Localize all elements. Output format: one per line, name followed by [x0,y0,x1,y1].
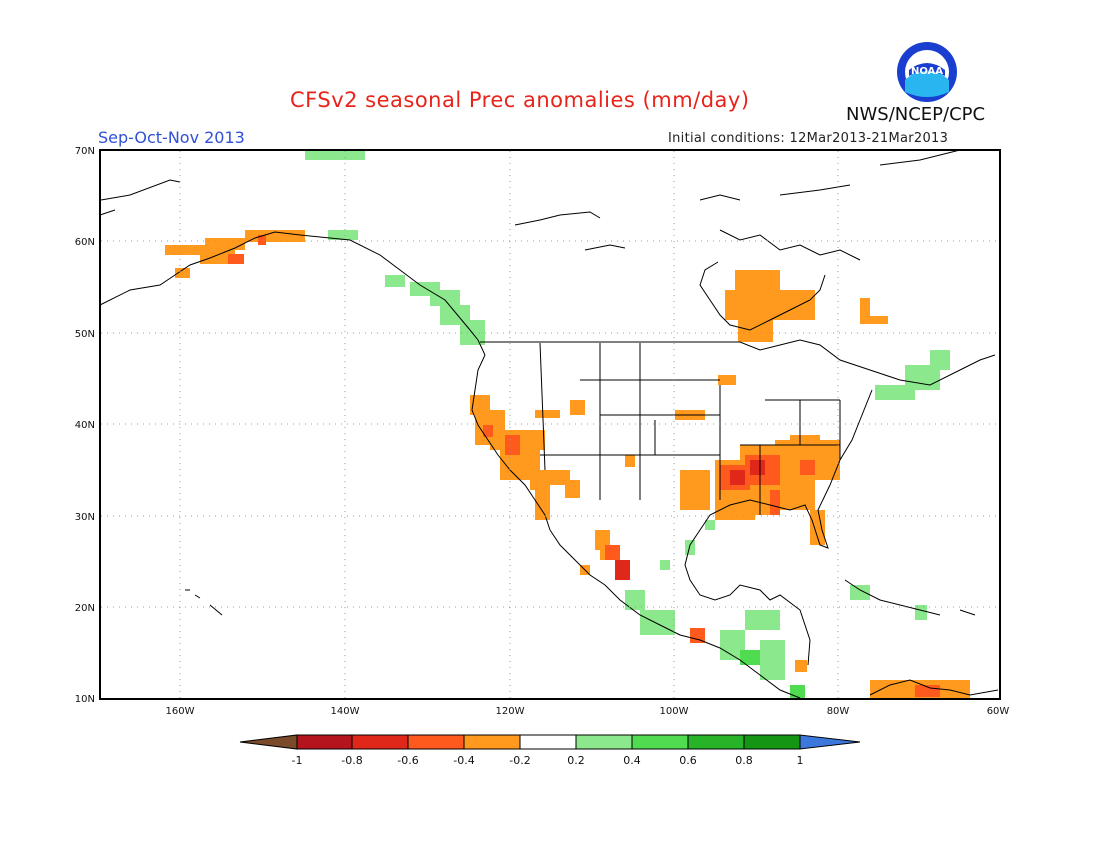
colorbar-tick: -1 [292,754,303,767]
coastlines [99,149,999,699]
colorbar-swatch-right-arrow [799,734,861,750]
map-title: CFSv2 seasonal Prec anomalies (mm/day) [290,88,750,112]
anomaly-cell [615,560,630,580]
anomaly-cell [605,545,620,560]
lon-label: 160W [166,706,195,717]
gridlines [101,151,999,698]
anomaly-cell [200,250,235,264]
colorbar-swatch [407,734,465,750]
anomaly-cell [860,298,870,316]
map-frame [99,149,1001,700]
anomaly-cell [175,268,190,278]
colorbar-tick: 0.8 [735,754,753,767]
anomaly-cell [565,480,580,498]
anomaly-cell [505,435,520,455]
colorbar-swatch [519,734,577,750]
anomaly-cell [625,455,635,467]
anomaly-cell [430,290,460,306]
anomaly-cell [930,350,950,370]
colorbar-swatch [631,734,689,750]
latitude-labels: 70N 60N 50N 40N 30N 20N 10N [75,146,95,705]
colorbar-swatch [687,734,745,750]
anomaly-cells [165,150,970,700]
colorbar-tick: 0.2 [567,754,585,767]
colorbar-tick: 1 [797,754,804,767]
lat-label: 40N [75,420,95,431]
anomaly-cell [705,520,715,530]
anomaly-cell [718,375,736,385]
anomaly-cell [915,605,927,620]
anomaly-cell [750,460,765,475]
anomaly-cell [850,585,870,600]
lat-label: 10N [75,694,95,705]
anomaly-cell [800,460,815,475]
anomaly-cell [690,628,705,643]
anomaly-cell [740,650,760,665]
anomaly-cell [760,640,785,680]
anomaly-cell [228,254,244,264]
anomaly-cell [205,238,245,250]
lat-label: 60N [75,237,95,248]
anomaly-cell [258,235,266,245]
anomaly-cell [738,320,773,342]
colorbar-swatch-left-arrow [239,734,298,750]
colorbar-tick: -0.2 [509,754,530,767]
anomaly-cell [305,150,365,160]
colorbar-swatch [296,734,353,750]
anomaly-cell [640,610,675,635]
lat-label: 30N [75,512,95,523]
anomaly-cell [570,400,585,415]
anomaly-cell [625,590,645,610]
lon-label: 140W [331,706,360,717]
colorbar-swatch [463,734,521,750]
anomaly-cell [660,560,670,570]
anomaly-cell [535,490,550,520]
colorbar-tick: -0.4 [453,754,474,767]
colorbar-tick: 0.4 [623,754,641,767]
anomaly-cell [680,470,710,510]
anomaly-cell [385,275,405,287]
anomaly-cell [775,480,815,510]
colorbar-swatch [351,734,409,750]
anomaly-cell [735,270,780,290]
anomaly-cell [685,540,695,555]
colorbar-tick: -0.8 [341,754,362,767]
anomaly-cell [725,290,815,320]
lon-label: 120W [496,706,525,717]
anomaly-cell [790,685,805,700]
anomaly-cell [483,425,493,437]
colorbar: -1 -0.8 -0.6 -0.4 -0.2 0.2 0.4 0.6 0.8 1 [239,734,861,767]
colorbar-swatch [743,734,801,750]
anomaly-cell [730,470,745,485]
lon-label: 80W [827,706,850,717]
lat-label: 50N [75,329,95,340]
anomaly-cell [810,510,825,545]
agency-label: NWS/NCEP/CPC [846,104,986,125]
anomaly-cell [535,410,560,418]
colorbar-swatch [575,734,633,750]
colorbar-tick: 0.6 [679,754,697,767]
anomaly-cell [770,490,780,515]
anomaly-cell [328,230,358,240]
lat-label: 20N [75,603,95,614]
anomaly-cell [745,610,780,630]
longitude-labels: 160W 140W 120W 100W 80W 60W [166,706,1010,717]
anomaly-cell [530,470,550,490]
season-label: Sep-Oct-Nov 2013 [98,128,245,147]
lon-label: 100W [660,706,689,717]
colorbar-tick: -0.6 [397,754,418,767]
anomaly-cell [165,245,215,255]
noaa-logo: NOAA [897,42,957,102]
noaa-logo-text: NOAA [911,66,943,77]
anomaly-cell [795,660,807,672]
anomaly-cell [790,435,820,450]
initial-conditions-label: Initial conditions: 12Mar2013-21Mar2013 [668,131,949,146]
anomaly-cell [860,316,888,324]
lat-label: 70N [75,146,95,157]
lon-label: 60W [987,706,1010,717]
